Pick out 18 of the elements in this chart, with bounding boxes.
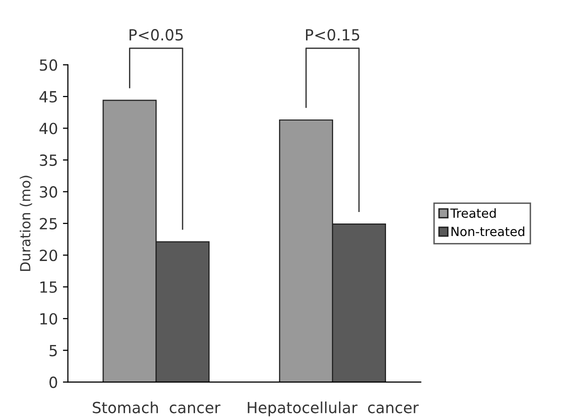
y-axis-title: Duration (mo): [20, 176, 32, 271]
y-tick-label: 50: [40, 59, 58, 71]
y-tick-label: 45: [39, 91, 57, 103]
y-tick-label: 40: [39, 122, 58, 134]
y-tick-label: 0: [49, 376, 58, 388]
text: P<0.15: [306, 29, 360, 41]
y-tick-label: 25: [40, 218, 57, 230]
legend-label: Treated: [450, 208, 496, 218]
x-tick-label: Hepatocellular cancer: [248, 401, 419, 416]
y-tick-label: 15: [40, 282, 57, 293]
x-tick-label: Stomach cancer: [92, 401, 220, 414]
y-tick-label: 20: [40, 250, 58, 262]
text: P<0.05: [130, 29, 183, 41]
y-tick-label: 5: [50, 344, 57, 356]
legend-label: Non-treated: [452, 226, 524, 236]
y-tick-label: 10: [40, 313, 58, 325]
y-tick-label: 30: [40, 186, 58, 198]
y-tick-label: 35: [40, 154, 57, 166]
